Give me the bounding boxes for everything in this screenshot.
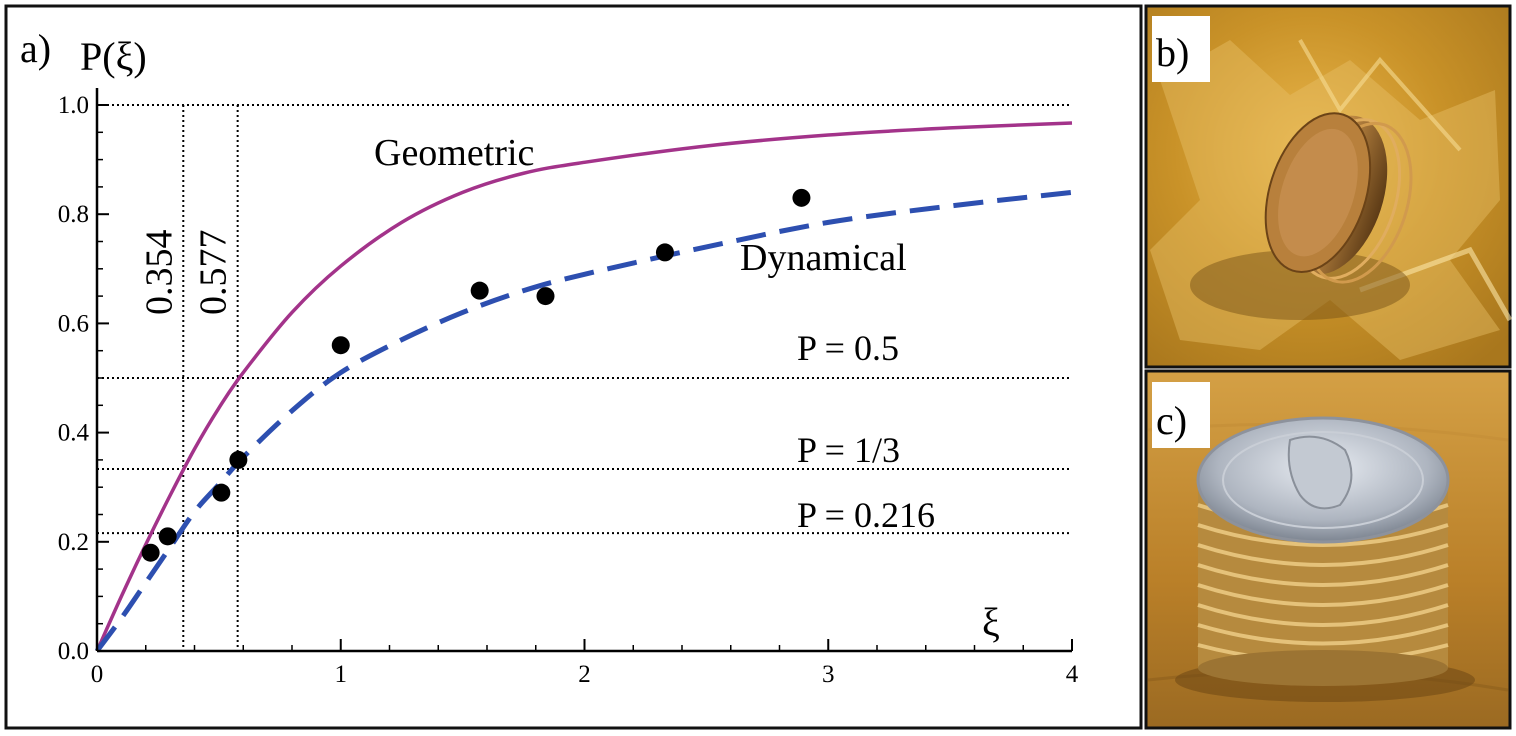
y-axis-label: P(ξ) bbox=[80, 34, 147, 79]
reference-label: P = 0.5 bbox=[797, 328, 899, 368]
series-layer bbox=[94, 121, 1073, 653]
data-markers bbox=[141, 188, 811, 562]
y-tick-label: 0.4 bbox=[58, 420, 90, 447]
foil-highlight bbox=[1298, 39, 1462, 152]
data-point bbox=[470, 281, 489, 300]
panel-a-frame bbox=[4, 4, 1143, 730]
reference-lines bbox=[97, 104, 1072, 651]
reference-labels: P = 0.5 P = 1/3 P = 0.216 0.354 0.577 bbox=[138, 230, 935, 536]
x-tick-label: 4 bbox=[1066, 661, 1079, 688]
series-label: Dynamical bbox=[740, 237, 907, 279]
y-tick-label: 0.6 bbox=[58, 310, 89, 337]
data-point bbox=[331, 336, 350, 355]
data-point bbox=[792, 188, 811, 207]
y-tick-label: 0.8 bbox=[58, 201, 89, 228]
panel-b-label: b) bbox=[1156, 30, 1189, 75]
reference-label: P = 1/3 bbox=[797, 430, 900, 470]
x-tick-label: 1 bbox=[335, 661, 348, 688]
panel-c-label-box bbox=[1152, 382, 1210, 448]
x-tick-label: 3 bbox=[822, 661, 835, 688]
x-tick-label: 0 bbox=[91, 661, 104, 688]
series-labels: Geometric Dynamical bbox=[374, 132, 907, 279]
coin-stack-bottom bbox=[1198, 650, 1448, 686]
reference-label-vertical: 0.354 bbox=[138, 230, 180, 316]
series-line-geometric bbox=[95, 121, 1073, 652]
x-axis-label: ξ bbox=[982, 600, 1000, 645]
panel-b-label-box bbox=[1152, 16, 1210, 82]
coin-shadow bbox=[1190, 250, 1410, 320]
photo-panel-b: b) bbox=[1144, 4, 1513, 369]
ticks: 0 1 2 3 4 0.0 0.2 0.4 0.6 0.8 1.0 bbox=[58, 92, 1079, 688]
data-point bbox=[158, 527, 177, 546]
data-point bbox=[212, 483, 231, 502]
coin-stack-on-edge bbox=[1264, 112, 1413, 284]
data-point bbox=[655, 243, 674, 262]
data-point bbox=[229, 450, 248, 469]
data-point bbox=[141, 543, 160, 562]
reference-label-vertical: 0.577 bbox=[193, 230, 235, 315]
reference-label: P = 0.216 bbox=[797, 495, 935, 535]
quarter-rim bbox=[1222, 431, 1424, 529]
chart-panel-a: a) P(ξ) ξ P = 0.5 P = 1/3 P = 0.216 0.354 0.… bbox=[20, 26, 1079, 688]
y-tick-label: 0.2 bbox=[58, 529, 89, 556]
y-tick-label: 0.0 bbox=[58, 638, 89, 665]
y-tick-label: 1.0 bbox=[58, 92, 89, 119]
photo-panel-c: c) bbox=[1144, 369, 1512, 730]
panel-a-label: a) bbox=[20, 26, 51, 71]
series-label: Geometric bbox=[374, 132, 534, 174]
panel-c-label: c) bbox=[1156, 398, 1187, 443]
x-tick-label: 2 bbox=[578, 661, 591, 688]
quarter-portrait bbox=[1287, 435, 1353, 510]
data-point bbox=[536, 287, 555, 306]
